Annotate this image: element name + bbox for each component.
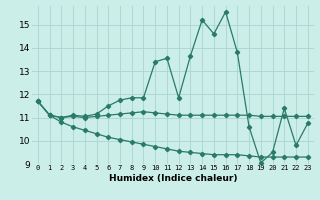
X-axis label: Humidex (Indice chaleur): Humidex (Indice chaleur): [108, 174, 237, 183]
